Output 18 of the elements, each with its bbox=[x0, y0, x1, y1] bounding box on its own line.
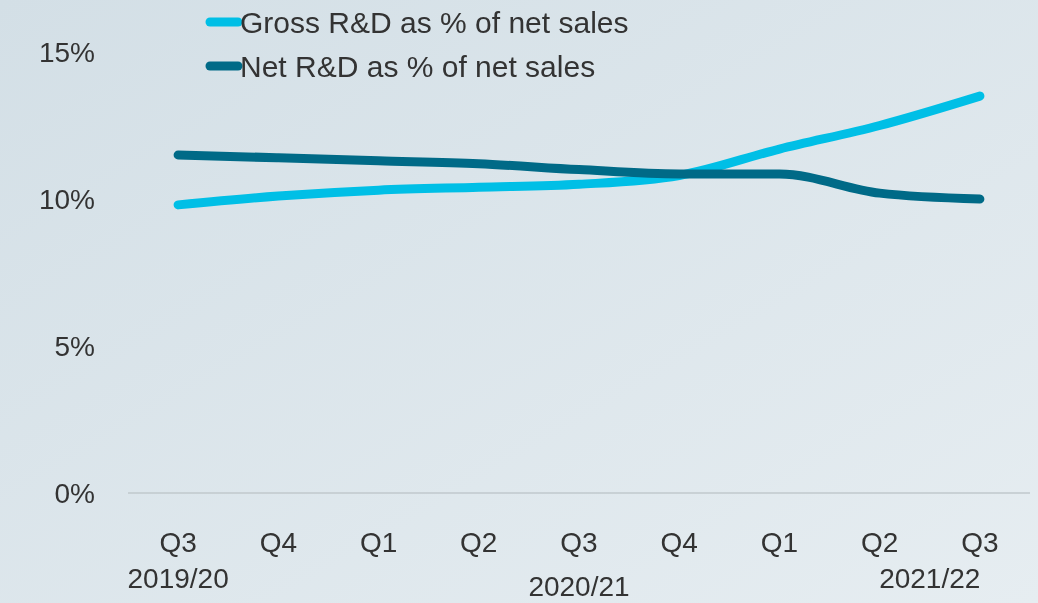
y-tick-label: 15% bbox=[38, 36, 95, 68]
x-tick-label: Q2 bbox=[460, 527, 498, 558]
x-tick-label: Q3 bbox=[159, 527, 197, 558]
x-tick-label: Q1 bbox=[760, 527, 799, 558]
text: 2021/22 bbox=[879, 563, 981, 594]
x-tick-label: Q1 bbox=[359, 527, 398, 558]
legend-label: Gross R&D as % of net sales bbox=[240, 5, 629, 39]
x-tick-label: Q3 bbox=[961, 527, 999, 558]
x-tick-label: Q4 bbox=[259, 527, 298, 558]
legend-label: Net R&D as % of net sales bbox=[240, 49, 596, 83]
text: 2019/20 bbox=[127, 563, 229, 594]
y-tick-label: 5% bbox=[54, 330, 95, 362]
x-tick-label: Q2 bbox=[860, 527, 899, 558]
x-tick-label: Q3 bbox=[560, 527, 598, 558]
x-tick-label: Q4 bbox=[660, 527, 698, 558]
y-tick-label: 10% bbox=[38, 183, 95, 215]
y-tick-label: 0% bbox=[54, 477, 95, 509]
text: 2020/21 bbox=[528, 571, 630, 602]
